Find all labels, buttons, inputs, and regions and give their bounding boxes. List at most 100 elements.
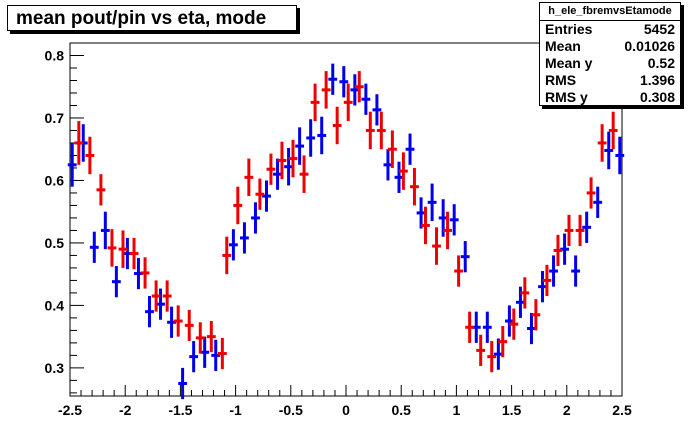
data-point <box>129 237 139 270</box>
data-point <box>195 322 205 354</box>
data-point <box>542 264 552 297</box>
stats-name: h_ele_fbremvsEtamode <box>540 3 680 21</box>
data-point <box>233 186 243 225</box>
data-point <box>432 227 441 265</box>
data-point <box>67 142 77 187</box>
data-point <box>498 326 508 358</box>
stats-row-mean-y: Mean y 0.52 <box>540 55 680 72</box>
y-tick-label: 0.4 <box>45 297 65 313</box>
series-0 <box>67 63 625 400</box>
data-point <box>107 229 117 267</box>
stats-row-mean: Mean 0.01026 <box>540 38 680 55</box>
data-point <box>85 136 95 175</box>
data-point <box>255 178 265 210</box>
data-point <box>387 130 397 168</box>
data-point <box>288 139 298 178</box>
data-point <box>376 111 386 150</box>
data-point <box>575 214 585 247</box>
stats-label: RMS <box>545 72 577 88</box>
x-tick-label: 1.5 <box>502 402 522 418</box>
data-point <box>173 305 183 337</box>
data-point <box>487 341 497 373</box>
data-point <box>277 141 287 180</box>
data-point <box>228 229 238 261</box>
data-point <box>140 257 150 289</box>
data-point <box>184 309 194 342</box>
x-tick-label: 0.5 <box>391 402 411 418</box>
axis-ticks <box>69 42 623 396</box>
data-point <box>421 206 430 245</box>
x-tick-label: -1.5 <box>168 402 192 418</box>
chart-title: mean pout/pin vs eta, mode <box>7 5 297 31</box>
data-point <box>354 71 364 103</box>
data-point <box>189 341 199 373</box>
data-point <box>240 222 249 254</box>
data-point <box>100 211 110 250</box>
stats-value: 1.396 <box>639 72 675 88</box>
data-point <box>222 236 232 275</box>
x-tick-label: 2.5 <box>612 402 632 418</box>
data-point <box>145 296 154 328</box>
data-point <box>310 83 320 122</box>
data-point <box>482 311 492 343</box>
data-point <box>306 119 316 157</box>
stats-value: 0.01026 <box>624 38 675 54</box>
data-point <box>244 158 254 197</box>
stats-label: RMS y <box>545 89 588 105</box>
data-point <box>460 241 470 273</box>
stats-row-rms: RMS 1.396 <box>540 72 680 89</box>
data-point <box>339 66 349 98</box>
data-point <box>615 136 625 175</box>
data-point <box>564 214 574 247</box>
data-point <box>531 299 541 331</box>
data-point <box>111 266 121 298</box>
data-point <box>89 231 99 263</box>
y-tick-label: 0.5 <box>45 235 65 251</box>
data-point <box>553 234 563 267</box>
stats-label: Mean <box>545 38 581 54</box>
y-tick-label: 0.3 <box>45 360 65 376</box>
data-point <box>361 83 371 115</box>
data-point <box>597 124 607 162</box>
data-point <box>443 211 452 250</box>
data-point <box>410 167 419 206</box>
y-tick-label: 0.7 <box>45 110 65 126</box>
stats-value: 0.308 <box>639 89 675 105</box>
stats-row-entries: Entries 5452 <box>540 21 680 38</box>
data-point <box>206 321 216 353</box>
data-point <box>549 255 558 287</box>
data-marks <box>67 63 625 400</box>
data-point <box>476 334 486 367</box>
data-point <box>328 63 338 95</box>
tick-labels: -2.5 -2 -1.5 -1 -0.5 0 0.5 1 1.5 2 2.5 0.3 0.4 0.5 0.6… <box>45 47 632 418</box>
y-tick-label: 0.8 <box>45 47 65 63</box>
x-tick-label: -2.5 <box>58 402 82 418</box>
data-point <box>299 155 309 193</box>
y-tick-label: 0.6 <box>45 172 65 188</box>
x-tick-label: 2 <box>563 402 571 418</box>
x-tick-label: -0.5 <box>279 402 303 418</box>
x-tick-label: -1 <box>229 402 242 418</box>
data-point <box>96 174 106 206</box>
data-point <box>211 339 221 372</box>
data-point <box>509 308 519 340</box>
data-point <box>74 121 84 165</box>
data-point <box>343 83 353 122</box>
stats-label: Entries <box>545 21 593 37</box>
data-point <box>332 106 342 145</box>
data-point <box>449 204 459 236</box>
stats-value: 0.52 <box>647 55 675 71</box>
data-point <box>465 311 475 343</box>
stats-box: h_ele_fbremvsEtamode Entries 5452 Mean 0… <box>539 2 681 106</box>
data-point <box>118 230 128 268</box>
data-point <box>266 153 276 185</box>
data-point <box>398 152 408 190</box>
data-point <box>295 127 305 165</box>
data-point <box>317 116 327 155</box>
data-point <box>454 255 464 287</box>
series-1 <box>74 71 618 373</box>
data-point <box>262 180 271 212</box>
data-point <box>586 177 596 209</box>
data-point <box>593 186 603 218</box>
